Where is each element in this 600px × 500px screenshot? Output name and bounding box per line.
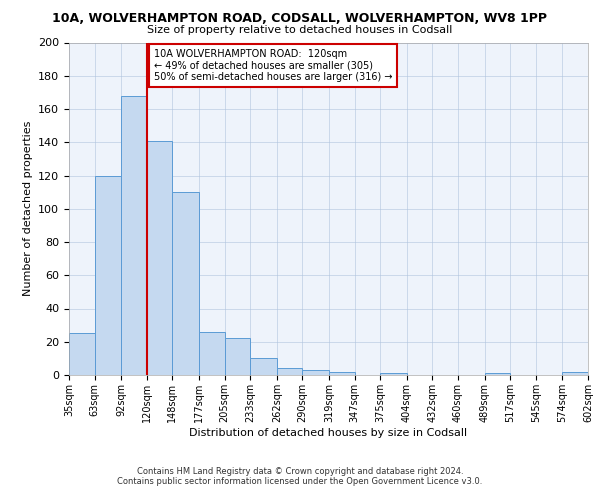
Text: 10A, WOLVERHAMPTON ROAD, CODSALL, WOLVERHAMPTON, WV8 1PP: 10A, WOLVERHAMPTON ROAD, CODSALL, WOLVER… [53, 12, 548, 26]
Bar [95, 176, 121, 375]
Bar [277, 368, 302, 375]
Bar [121, 96, 147, 375]
Bar [147, 140, 172, 375]
Bar [199, 332, 224, 375]
Bar [562, 372, 588, 375]
Bar [485, 374, 510, 375]
Bar [69, 334, 95, 375]
Bar [224, 338, 250, 375]
Text: Size of property relative to detached houses in Codsall: Size of property relative to detached ho… [148, 25, 452, 35]
Bar [329, 372, 355, 375]
Bar [380, 374, 407, 375]
Bar [250, 358, 277, 375]
Text: Contains HM Land Registry data © Crown copyright and database right 2024.: Contains HM Land Registry data © Crown c… [137, 467, 463, 476]
Y-axis label: Number of detached properties: Number of detached properties [23, 121, 32, 296]
Text: 10A WOLVERHAMPTON ROAD:  120sqm
← 49% of detached houses are smaller (305)
50% o: 10A WOLVERHAMPTON ROAD: 120sqm ← 49% of … [154, 49, 392, 82]
X-axis label: Distribution of detached houses by size in Codsall: Distribution of detached houses by size … [190, 428, 467, 438]
Bar [172, 192, 199, 375]
Bar [302, 370, 329, 375]
Text: Contains public sector information licensed under the Open Government Licence v3: Contains public sector information licen… [118, 477, 482, 486]
